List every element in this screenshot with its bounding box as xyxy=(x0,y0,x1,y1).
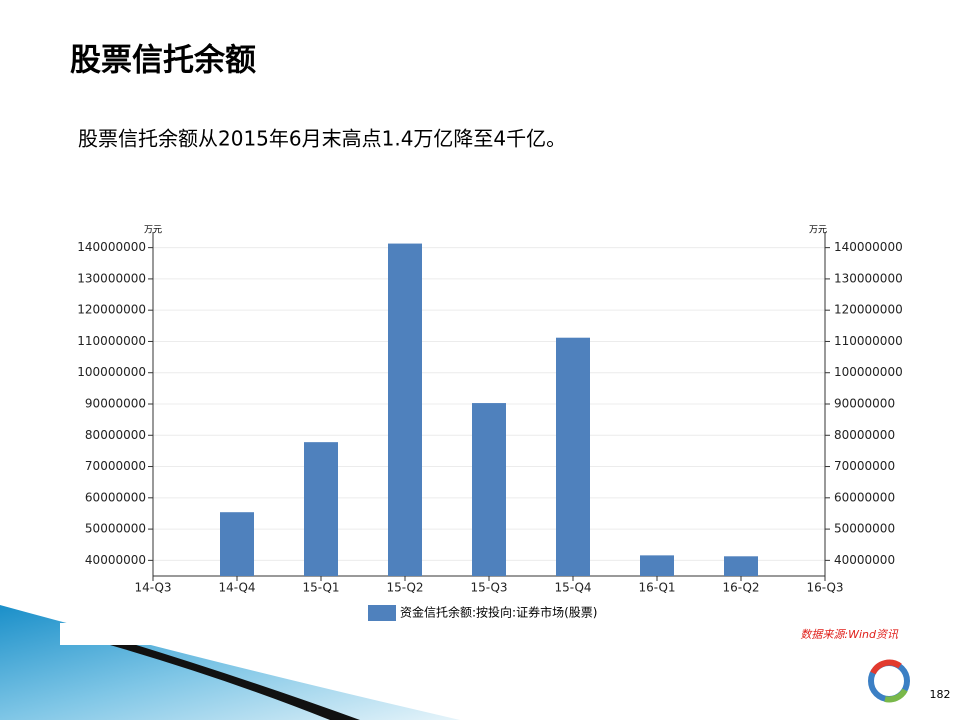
x-tick-label: 16-Q3 xyxy=(806,581,843,595)
y2-unit: 万元 xyxy=(809,226,827,236)
x-tick-label: 14-Q3 xyxy=(134,581,171,595)
y2-tick-label: 100000000 xyxy=(834,365,903,379)
page-number: 182 xyxy=(930,688,951,701)
y2-tick-label: 50000000 xyxy=(834,522,895,536)
bar xyxy=(220,512,254,576)
x-tick-label: 16-Q2 xyxy=(722,581,759,595)
y2-tick-label: 80000000 xyxy=(834,428,895,442)
bar xyxy=(724,556,758,576)
bar xyxy=(640,555,674,576)
bar xyxy=(472,403,506,576)
y2-tick-label: 70000000 xyxy=(834,459,895,473)
source-note: 数据来源:Wind资讯 xyxy=(800,628,899,641)
x-tick-label: 15-Q2 xyxy=(386,581,423,595)
y-tick-label: 130000000 xyxy=(77,271,146,285)
bar xyxy=(388,243,422,576)
y-tick-label: 50000000 xyxy=(85,522,146,536)
y2-tick-label: 140000000 xyxy=(834,240,903,254)
x-tick-label: 16-Q1 xyxy=(638,581,675,595)
y2-tick-label: 40000000 xyxy=(834,553,895,567)
legend-label: 资金信托余额:按投向:证券市场(股票) xyxy=(400,605,597,620)
bar xyxy=(556,337,590,576)
y-tick-label: 110000000 xyxy=(77,334,146,348)
x-tick-label: 15-Q3 xyxy=(470,581,507,595)
y-tick-label: 90000000 xyxy=(85,397,146,411)
y-tick-label: 60000000 xyxy=(85,490,146,504)
subtitle: 股票信托余额从2015年6月末高点1.4万亿降至4千亿。 xyxy=(78,127,566,151)
y2-tick-label: 60000000 xyxy=(834,490,895,504)
y2-tick-label: 90000000 xyxy=(834,397,895,411)
y-tick-label: 120000000 xyxy=(77,303,146,317)
y-tick-label: 70000000 xyxy=(85,459,146,473)
y-tick-label: 140000000 xyxy=(77,240,146,254)
decoration xyxy=(0,605,910,720)
bar xyxy=(304,442,338,576)
x-tick-label: 15-Q4 xyxy=(554,581,591,595)
slide-title: 股票信托余额 xyxy=(70,43,256,79)
y-tick-label: 80000000 xyxy=(85,428,146,442)
legend-swatch xyxy=(368,605,396,621)
y-tick-label: 100000000 xyxy=(77,365,146,379)
y2-tick-label: 120000000 xyxy=(834,303,903,317)
y-tick-label: 40000000 xyxy=(85,553,146,567)
x-tick-label: 15-Q1 xyxy=(302,581,339,595)
y2-tick-label: 110000000 xyxy=(834,334,903,348)
x-tick-label: 14-Q4 xyxy=(218,581,255,595)
y-unit: 万元 xyxy=(144,226,162,236)
y2-tick-label: 130000000 xyxy=(834,271,903,285)
